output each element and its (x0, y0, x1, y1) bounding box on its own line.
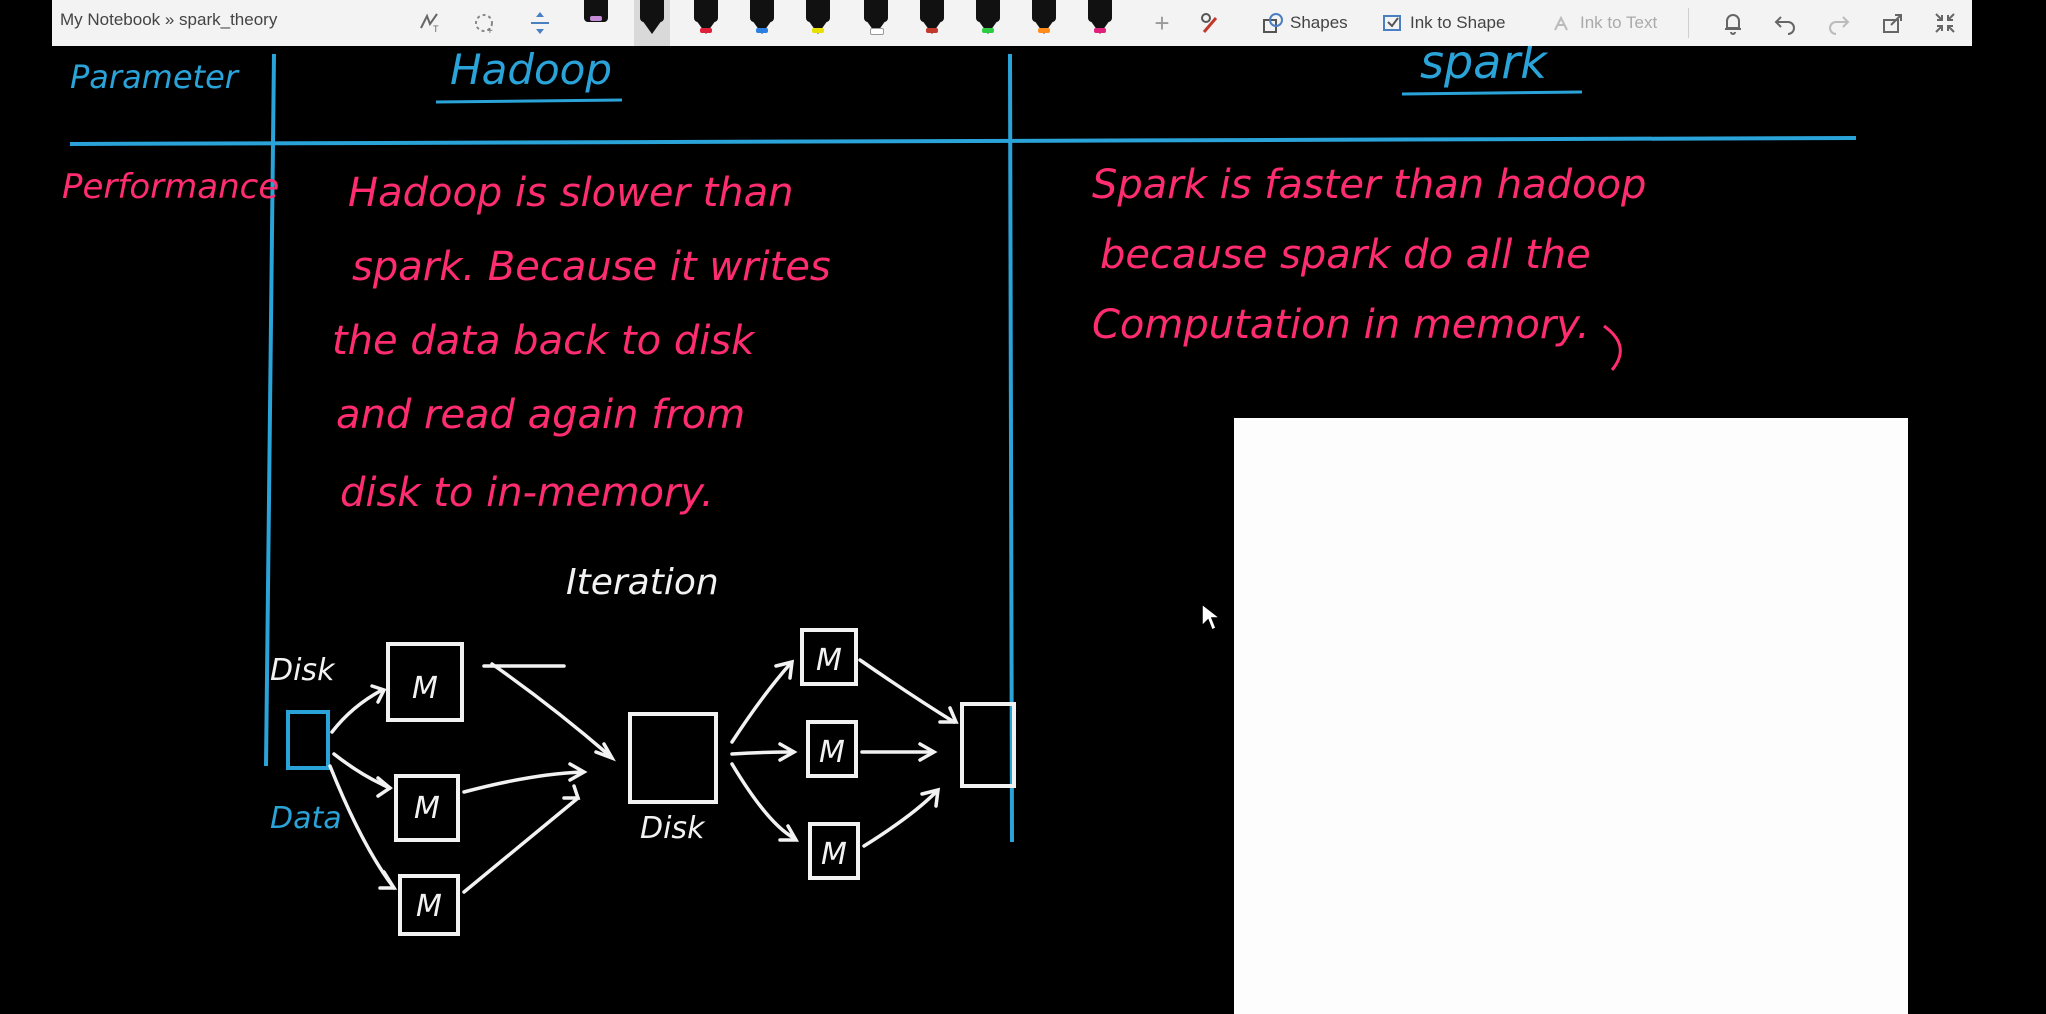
mapper-label: M (816, 643, 842, 678)
mapper-box: M (806, 720, 858, 778)
row-label-performance: Performance (62, 167, 279, 207)
redo-icon[interactable] (1822, 6, 1856, 40)
note-canvas[interactable]: Parameter Hadoop spark Performance Hadoo… (52, 46, 1972, 1014)
ink-layer: Parameter Hadoop spark Performance Hadoo… (62, 46, 1857, 936)
shapes-button[interactable]: Shapes (1262, 8, 1348, 38)
shapes-label: Shapes (1290, 13, 1348, 32)
ink-to-shape-label: Ink to Shape (1410, 13, 1506, 32)
output-box (960, 702, 1016, 788)
ink-to-text-button[interactable]: Ink to Text (1552, 8, 1657, 38)
mapper-box: M (800, 628, 858, 686)
mapper-box: M (808, 822, 860, 880)
spark-line-1: Spark is faster than hadoop (1092, 162, 1646, 208)
data-source-box (286, 710, 330, 770)
pen-white-icon[interactable] (858, 0, 894, 40)
mapper-label: M (416, 889, 442, 924)
highlighter-yellow-icon[interactable] (800, 0, 836, 40)
pen-orange-icon[interactable] (1026, 0, 1062, 40)
svg-text:T: T (433, 24, 439, 34)
collapse-toolbar-icon[interactable] (1928, 6, 1962, 40)
left-letterbox (0, 0, 52, 1014)
mapper-label: M (414, 791, 440, 826)
ruler-pen-icon[interactable] (1192, 6, 1228, 40)
header-hadoop: Hadoop (450, 46, 612, 94)
flow-arrows (328, 658, 959, 894)
toolbar-divider (1688, 8, 1689, 38)
ink-to-shape-button[interactable]: Ink to Shape (1382, 8, 1505, 38)
pen-dark-red-icon[interactable] (914, 0, 950, 40)
mapper-label: M (412, 671, 438, 706)
hadoop-underline (435, 98, 623, 104)
ink-to-text-label: Ink to Text (1580, 13, 1658, 32)
notebook-breadcrumb[interactable]: My Notebook » spark_theory (60, 10, 278, 29)
mapper-box: M (386, 642, 464, 722)
draw-toolbar: My Notebook » spark_theory T + + Shapes (52, 0, 1972, 47)
hadoop-line-4: and read again from (336, 392, 745, 438)
pen-magenta-icon[interactable] (1082, 0, 1118, 40)
share-icon[interactable] (1876, 6, 1910, 40)
spark-line-3: Computation in memory. (1092, 302, 1590, 348)
bell-icon[interactable] (1716, 6, 1750, 40)
header-parameter: Parameter (70, 58, 240, 96)
diagram-disk-label: Disk (270, 653, 336, 688)
ink-stroke (1603, 324, 1622, 371)
table-column-divider-2 (1008, 53, 1014, 843)
table-column-divider-1 (264, 53, 276, 767)
spark-underline (1401, 90, 1583, 96)
diagram-data-label: Data (270, 801, 342, 836)
video-overlay-panel (1234, 418, 1908, 1014)
svg-text:+: + (487, 26, 493, 36)
hadoop-line-3: the data back to disk (332, 318, 756, 364)
mapper-label: M (821, 837, 847, 872)
hadoop-line-5: disk to in-memory. (340, 470, 714, 516)
mapper-box: M (398, 874, 460, 936)
intermediate-disk-box (628, 712, 718, 804)
add-pen-icon[interactable]: + (1154, 7, 1170, 38)
hadoop-line-1: Hadoop is slower than (348, 170, 794, 216)
mouse-cursor-icon (1201, 602, 1222, 632)
pen-blue-icon[interactable] (744, 0, 780, 40)
diagram-mid-disk-label: Disk (640, 811, 706, 846)
pen-black-selected-icon[interactable] (634, 0, 670, 46)
hadoop-line-2: spark. Because it writes (352, 244, 831, 290)
table-header-rule (69, 136, 1857, 146)
pen-green-icon[interactable] (970, 0, 1006, 40)
ink-to-text-icon (1554, 15, 1568, 31)
undo-icon[interactable] (1768, 6, 1802, 40)
right-letterbox (1972, 0, 2046, 1014)
eraser-lasso-icon[interactable]: + (464, 6, 504, 40)
ink-to-shape-icon (1383, 15, 1401, 31)
mapper-box: M (394, 774, 460, 842)
add-space-icon[interactable] (520, 6, 560, 40)
pen-red-icon[interactable] (688, 0, 724, 40)
diagram-title: Iteration (566, 562, 719, 603)
header-spark: spark (1420, 46, 1549, 89)
lasso-select-icon[interactable]: T (410, 6, 450, 40)
shapes-icon (1263, 13, 1283, 33)
mapper-label: M (819, 735, 845, 770)
pen-purple-icon[interactable] (578, 0, 614, 40)
spark-line-2: because spark do all the (1100, 232, 1591, 278)
